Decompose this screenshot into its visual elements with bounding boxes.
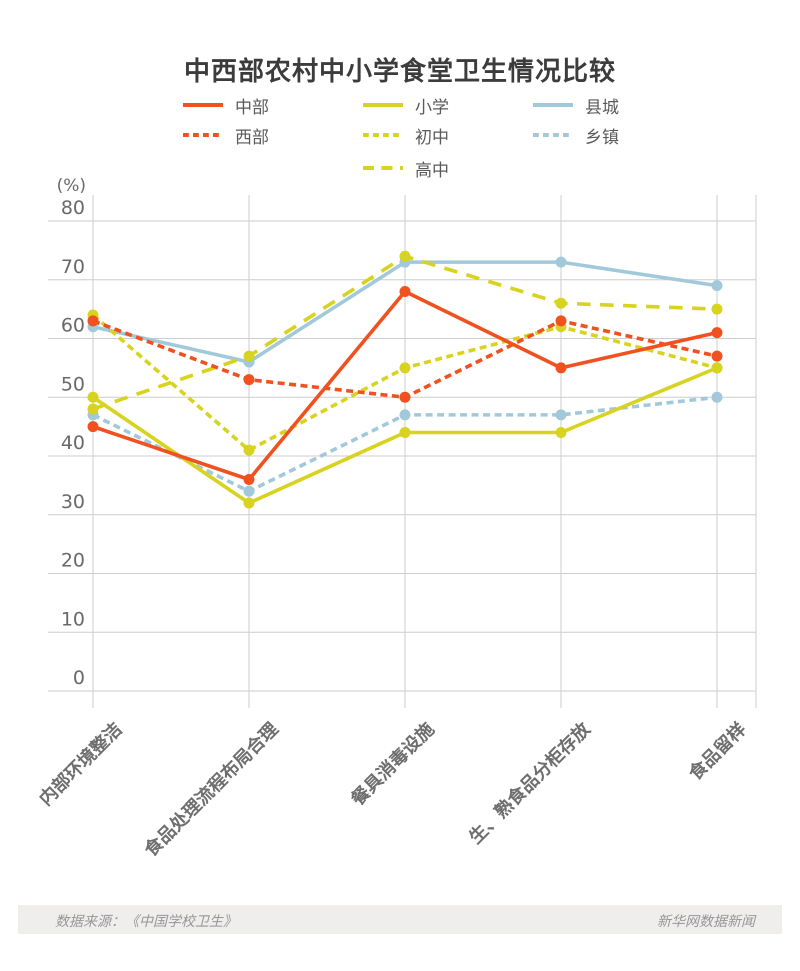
y-axis-tick-label: 50: [61, 373, 85, 395]
data-point: [555, 315, 567, 327]
data-point: [87, 403, 99, 415]
publisher-credit: 新华网数据新闻: [657, 914, 755, 930]
y-axis-tick-label: 60: [61, 315, 85, 337]
legend-item: 乡镇: [533, 125, 619, 148]
legend-line-swatch: [533, 103, 573, 107]
data-point: [399, 409, 411, 421]
legend-line-swatch: [533, 133, 573, 137]
legend-item: 初中: [363, 125, 449, 148]
data-point: [555, 362, 567, 374]
data-point: [399, 250, 411, 262]
legend-item: 小学: [363, 95, 449, 118]
data-point: [555, 297, 567, 309]
data-point: [711, 391, 723, 403]
data-point: [711, 303, 723, 315]
y-axis-tick-label: 70: [61, 256, 85, 278]
legend-label: 中部: [235, 97, 269, 118]
data-point: [87, 421, 99, 433]
legend-item: 高中: [363, 158, 449, 181]
legend-line-swatch: [183, 133, 223, 137]
footer-bar: [18, 905, 782, 934]
data-point: [399, 286, 411, 297]
legend-item: 中部: [183, 95, 269, 118]
data-point: [243, 485, 255, 497]
data-point: [399, 427, 411, 438]
data-point: [243, 350, 255, 362]
legend-label: 县城: [585, 97, 619, 118]
data-point: [243, 374, 255, 386]
data-source-note: 数据来源：《中国学校卫生》: [55, 914, 237, 930]
chart-title: 中西部农村中小学食堂卫生情况比较: [183, 57, 616, 87]
legend-item: 县城: [533, 95, 619, 118]
legend-label: 高中: [415, 160, 449, 181]
data-point: [87, 391, 99, 403]
data-point: [87, 315, 99, 327]
y-axis-tick-label: 30: [61, 491, 85, 513]
data-point: [555, 409, 567, 421]
legend-line-swatch: [183, 103, 223, 107]
data-point: [711, 327, 723, 339]
y-axis-tick-label: 10: [61, 608, 85, 630]
data-point: [555, 427, 567, 438]
y-axis-tick-label: 80: [61, 197, 85, 219]
legend-line-swatch: [363, 103, 403, 107]
data-point: [243, 444, 255, 456]
legend-label: 乡镇: [585, 127, 619, 148]
legend-label: 西部: [235, 127, 269, 148]
data-point: [711, 362, 723, 374]
legend-item: 西部: [183, 125, 269, 148]
legend-line-swatch: [363, 133, 403, 137]
data-point: [399, 391, 411, 403]
data-point: [399, 362, 411, 374]
legend-line-swatch: [363, 166, 403, 170]
y-axis-unit-label: (%): [57, 176, 86, 196]
data-point: [711, 280, 723, 292]
y-axis-tick-label: 0: [73, 667, 85, 689]
data-point: [243, 474, 255, 485]
data-point: [555, 256, 567, 268]
legend-label: 小学: [415, 97, 449, 118]
y-axis-tick-label: 20: [61, 550, 85, 572]
data-point: [243, 497, 255, 509]
legend-label: 初中: [415, 127, 449, 148]
data-point: [711, 350, 723, 362]
y-axis-tick-label: 40: [61, 432, 85, 454]
